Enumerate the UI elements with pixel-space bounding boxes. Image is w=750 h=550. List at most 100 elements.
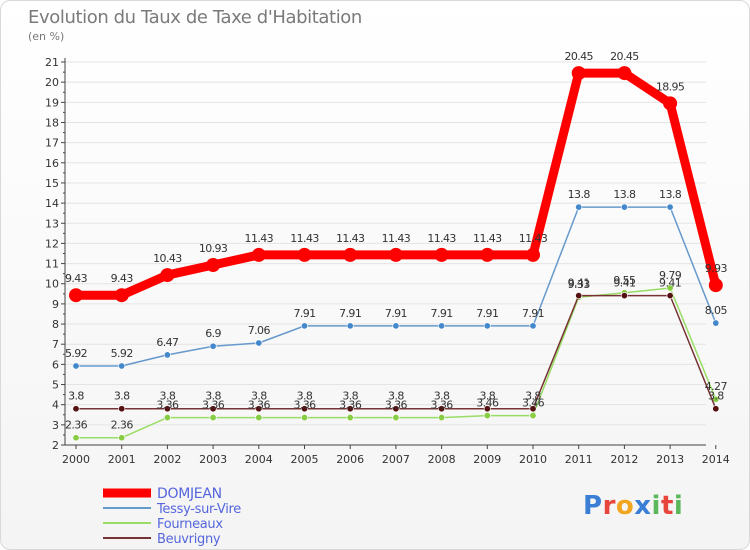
data-point bbox=[251, 247, 266, 262]
data-label: 3.8 bbox=[297, 390, 313, 403]
y-tick-label: 12 bbox=[45, 237, 59, 250]
data-point bbox=[206, 257, 221, 272]
x-tick-label: 2000 bbox=[62, 453, 90, 466]
legend-label: Tessy-sur-Vire bbox=[156, 502, 241, 517]
data-label: 7.91 bbox=[385, 307, 407, 320]
data-point bbox=[434, 247, 449, 262]
data-point bbox=[529, 322, 537, 330]
data-point bbox=[666, 203, 674, 211]
data-point bbox=[666, 284, 674, 292]
x-tick-label: 2009 bbox=[473, 453, 501, 466]
data-label: 7.91 bbox=[431, 307, 453, 320]
y-tick-label: 11 bbox=[45, 258, 59, 271]
y-tick-label: 7 bbox=[52, 338, 59, 351]
data-point bbox=[617, 66, 632, 81]
data-label: 10.43 bbox=[153, 252, 182, 265]
data-label: 20.45 bbox=[610, 50, 639, 63]
data-point bbox=[392, 405, 400, 413]
x-tick-label: 2008 bbox=[428, 453, 456, 466]
data-point bbox=[255, 414, 263, 422]
data-label: 7.91 bbox=[293, 307, 315, 320]
data-point bbox=[529, 405, 537, 413]
y-tick-label: 5 bbox=[52, 379, 59, 392]
data-label: 20.45 bbox=[564, 50, 593, 63]
data-label: 9.55 bbox=[613, 274, 636, 287]
data-point bbox=[163, 414, 171, 422]
data-label: 3.8 bbox=[342, 390, 358, 403]
y-tick-label: 18 bbox=[45, 116, 59, 129]
y-tick-label: 14 bbox=[45, 197, 59, 210]
data-point bbox=[72, 405, 80, 413]
logo-letter: r bbox=[602, 491, 616, 521]
data-point bbox=[388, 247, 403, 262]
data-point bbox=[392, 414, 400, 422]
data-point bbox=[209, 342, 217, 350]
data-point bbox=[209, 414, 217, 422]
data-point bbox=[620, 292, 628, 300]
data-point bbox=[712, 405, 720, 413]
x-tick-label: 2001 bbox=[108, 453, 136, 466]
y-tick-label: 16 bbox=[45, 157, 59, 170]
data-label: 3.36 bbox=[293, 399, 316, 412]
data-label: 3.46 bbox=[476, 397, 499, 410]
data-label: 11.43 bbox=[473, 232, 502, 245]
data-label: 3.36 bbox=[385, 399, 408, 412]
data-label: 9.43 bbox=[65, 272, 88, 285]
data-point bbox=[529, 412, 537, 420]
y-tick-label: 15 bbox=[45, 177, 59, 190]
data-label: 3.8 bbox=[479, 390, 495, 403]
data-label: 3.8 bbox=[708, 390, 724, 403]
x-tick-label: 2013 bbox=[656, 453, 684, 466]
logo-letter: i bbox=[651, 491, 661, 521]
data-label: 3.8 bbox=[525, 390, 541, 403]
y-tick-label: 13 bbox=[45, 217, 59, 230]
x-tick-label: 2003 bbox=[199, 453, 227, 466]
x-tick-label: 2014 bbox=[702, 453, 730, 466]
data-point bbox=[72, 362, 80, 370]
data-point bbox=[663, 96, 678, 111]
y-tick-label: 3 bbox=[52, 419, 59, 432]
data-label: 3.8 bbox=[114, 390, 130, 403]
data-label: 3.36 bbox=[202, 399, 225, 412]
data-point bbox=[483, 405, 491, 413]
data-label: 3.8 bbox=[434, 390, 450, 403]
x-tick-label: 2012 bbox=[610, 453, 638, 466]
data-point bbox=[72, 434, 80, 442]
logo-letter: o bbox=[615, 491, 635, 521]
data-point bbox=[163, 405, 171, 413]
legend-label: Fourneaux bbox=[157, 517, 223, 532]
x-tick-label: 2011 bbox=[565, 453, 593, 466]
data-point bbox=[300, 405, 308, 413]
data-point bbox=[118, 405, 126, 413]
x-tick-label: 2002 bbox=[153, 453, 181, 466]
data-point bbox=[346, 405, 354, 413]
data-label: 4.27 bbox=[705, 380, 728, 393]
data-point bbox=[483, 322, 491, 330]
data-label: 3.8 bbox=[205, 390, 221, 403]
data-label: 7.91 bbox=[522, 307, 544, 320]
y-tick-label: 9 bbox=[52, 298, 59, 311]
data-point bbox=[483, 412, 491, 420]
data-label: 9.33 bbox=[568, 278, 591, 291]
data-point bbox=[300, 414, 308, 422]
data-label: 7.06 bbox=[248, 324, 271, 337]
x-tick-label: 2007 bbox=[382, 453, 410, 466]
data-label: 10.93 bbox=[199, 242, 228, 255]
data-label: 9.41 bbox=[568, 277, 590, 290]
y-tick-label: 6 bbox=[52, 358, 59, 371]
y-tick-label: 10 bbox=[45, 278, 59, 291]
data-point bbox=[300, 322, 308, 330]
data-label: 3.8 bbox=[160, 390, 176, 403]
data-label: 9.79 bbox=[659, 269, 682, 282]
y-tick-label: 8 bbox=[52, 318, 59, 331]
data-point bbox=[163, 351, 171, 359]
data-point bbox=[255, 405, 263, 413]
data-label: 2.36 bbox=[65, 419, 88, 432]
logo-letter: x bbox=[634, 491, 652, 521]
data-label: 11.43 bbox=[427, 232, 456, 245]
data-label: 3.8 bbox=[68, 390, 84, 403]
data-point bbox=[480, 247, 495, 262]
legend-label: Beuvrigny bbox=[157, 532, 221, 547]
